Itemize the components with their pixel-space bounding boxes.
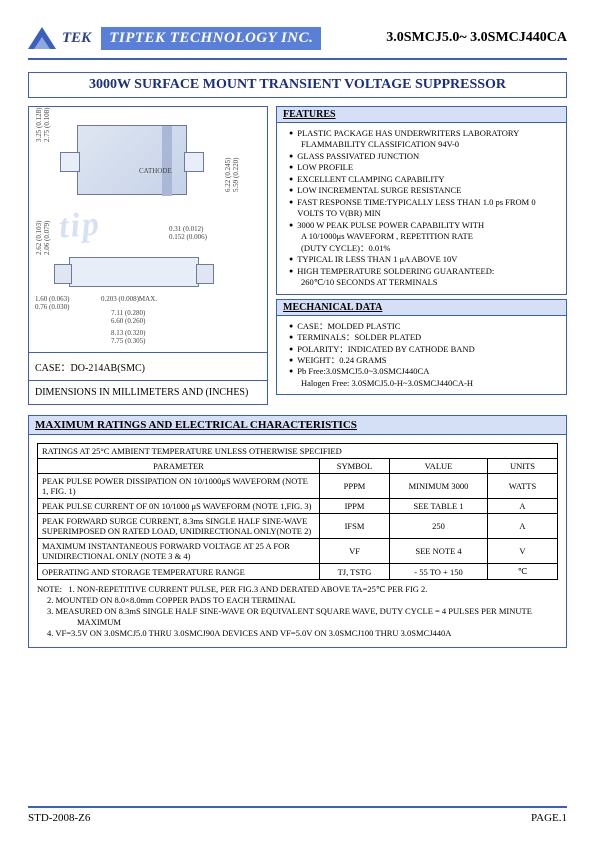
doc-std: STD-2008-Z6: [28, 812, 90, 824]
feature-item: HIGH TEMPERATURE SOLDERING GUARANTEED:: [289, 266, 558, 277]
cell-value: MINIMUM 3000: [390, 474, 488, 499]
cell-value: SEE NOTE 4: [390, 539, 488, 564]
table-row: PEAK PULSE POWER DISSIPATION ON 10/1000μ…: [38, 474, 558, 499]
cell-symbol: PPPM: [320, 474, 390, 499]
table-row: OPERATING AND STORAGE TEMPERATURE RANGE …: [38, 564, 558, 580]
cell-param: PEAK PULSE CURRENT OF 0N 10/1000 μS WAVE…: [38, 499, 320, 514]
package-diagram-box: tip 3.25 (0.128) 2.75 (0.108) 6.22 (0.24…: [28, 106, 268, 405]
note-line: 2. MOUNTED ON 8.0×8.0mm COPPER PADS TO E…: [77, 595, 558, 606]
logo-triangle-icon: [28, 27, 56, 49]
feature-item: PLASTIC PACKAGE HAS UNDERWRITERS LABORAT…: [289, 128, 558, 139]
package-top-view: [77, 125, 187, 195]
dim-total-w: 8.13 (0.320) 7.75 (0.305): [111, 329, 145, 345]
notes-block: NOTE: 1. NON-REPETITIVE CURRENT PULSE, P…: [37, 584, 558, 639]
cell-units: ℃: [488, 564, 558, 580]
col-symbol: SYMBOL: [320, 459, 390, 474]
table-row: MAXIMUM INSTANTANEOUS FORWARD VOLTAGE AT…: [38, 539, 558, 564]
mech-item: TERMINALS：SOLDER PLATED: [289, 332, 558, 343]
dim-body-h: 2.62 (0.103) 2.06 (0.079): [35, 221, 51, 255]
specs-column: FEATURES PLASTIC PACKAGE HAS UNDERWRITER…: [276, 106, 567, 405]
company-logo: TEK TIPTEK TECHNOLOGY INC.: [28, 27, 321, 50]
feature-subitem: A 10/1000μs WAVEFORM , REPETITION RATE: [301, 231, 558, 242]
mech-item: CASE：MOLDED PLASTIC: [289, 321, 558, 332]
dim-width: 6.22 (0.245) 5.59 (0.220): [224, 158, 240, 192]
cell-units: WATTS: [488, 474, 558, 499]
cathode-band: [162, 126, 172, 196]
col-units: UNITS: [488, 459, 558, 474]
cell-symbol: IPPM: [320, 499, 390, 514]
feature-item: LOW PROFILE: [289, 162, 558, 173]
cell-value: 250: [390, 514, 488, 539]
note-line: 4. VF=3.5V ON 3.0SMCJ5.0 THRU 3.0SMCJ90A…: [77, 628, 558, 639]
watermark-text: tip: [57, 205, 102, 247]
table-row: PEAK PULSE CURRENT OF 0N 10/1000 μS WAVE…: [38, 499, 558, 514]
note-line: NOTE: 1. NON-REPETITIVE CURRENT PULSE, P…: [77, 584, 558, 595]
page-number: PAGE.1: [531, 812, 567, 824]
ratings-heading: MAXIMUM RATINGS AND ELECTRICAL CHARACTER…: [28, 415, 567, 435]
cell-param: PEAK FORWARD SURGE CURRENT, 8.3ms SINGLE…: [38, 514, 320, 539]
dimensions-label: DIMENSIONS IN MILLIMETERS AND (INCHES): [29, 380, 267, 404]
case-label: CASE：DO-214AB(SMC): [29, 352, 267, 380]
features-list: PLASTIC PACKAGE HAS UNDERWRITERS LABORAT…: [276, 123, 567, 295]
dim-body-w: 7.11 (0.280) 6.60 (0.260): [111, 309, 145, 325]
ratings-caption: RATINGS AT 25°C AMBIENT TEMPERATURE UNLE…: [38, 444, 558, 459]
page-header: TEK TIPTEK TECHNOLOGY INC. 3.0SMCJ5.0~ 3…: [28, 20, 567, 56]
page-title: 3000W SURFACE MOUNT TRANSIENT VOLTAGE SU…: [28, 72, 567, 98]
package-side-view: [69, 257, 199, 287]
dim-lead-t: 0.31 (0.012) 0.152 (0.006): [169, 225, 207, 241]
feature-subitem: FLAMMABILITY CLASSIFICATION 94V-0: [301, 139, 558, 150]
note-line: 3. MEASURED ON 8.3mS SINGLE HALF SINE-WA…: [77, 606, 558, 628]
feature-item: LOW INCREMENTAL SURGE RESISTANCE: [289, 185, 558, 196]
feature-item: 3000 W PEAK PULSE POWER CAPABILITY WITH: [289, 220, 558, 231]
logo-brand: TEK: [62, 30, 91, 47]
ratings-table: RATINGS AT 25°C AMBIENT TEMPERATURE UNLE…: [37, 443, 558, 580]
features-heading: FEATURES: [276, 106, 567, 123]
feature-item: EXCELLENT CLAMPING CAPABILITY: [289, 174, 558, 185]
cell-param: PEAK PULSE POWER DISSIPATION ON 10/1000μ…: [38, 474, 320, 499]
feature-item: FAST RESPONSE TIME:TYPICALLY LESS THAN 1…: [289, 197, 558, 220]
package-diagram: tip 3.25 (0.128) 2.75 (0.108) 6.22 (0.24…: [29, 107, 267, 352]
feature-item: GLASS PASSIVATED JUNCTION: [289, 151, 558, 162]
cell-symbol: TJ, TSTG: [320, 564, 390, 580]
table-row: PEAK FORWARD SURGE CURRENT, 8.3ms SINGLE…: [38, 514, 558, 539]
mech-item: WEIGHT：0.24 GRAMS: [289, 355, 558, 366]
cell-symbol: VF: [320, 539, 390, 564]
feature-subitem: (DUTY CYCLE)：0.01%: [301, 243, 558, 254]
cell-units: V: [488, 539, 558, 564]
cell-param: MAXIMUM INSTANTANEOUS FORWARD VOLTAGE AT…: [38, 539, 320, 564]
dim-lead-h: 1.60 (0.063) 0.76 (0.030): [35, 295, 69, 311]
part-number-range: 3.0SMCJ5.0~ 3.0SMCJ440CA: [386, 30, 567, 46]
upper-section: tip 3.25 (0.128) 2.75 (0.108) 6.22 (0.24…: [28, 106, 567, 405]
cell-value: - 55 TO + 150: [390, 564, 488, 580]
dim-height: 3.25 (0.128) 2.75 (0.108): [35, 108, 51, 142]
mechanical-heading: MECHANICAL DATA: [276, 299, 567, 316]
feature-item: TYPICAL IR LESS THAN 1 μA ABOVE 10V: [289, 254, 558, 265]
cell-value: SEE TABLE 1: [390, 499, 488, 514]
company-name: TIPTEK TECHNOLOGY INC.: [101, 27, 321, 50]
cell-units: A: [488, 499, 558, 514]
header-rule: [28, 58, 567, 60]
cell-param: OPERATING AND STORAGE TEMPERATURE RANGE: [38, 564, 320, 580]
dim-standoff: 0.203 (0.008)MAX.: [101, 295, 157, 303]
mech-item: POLARITY：INDICATED BY CATHODE BAND: [289, 344, 558, 355]
col-parameter: PARAMETER: [38, 459, 320, 474]
cell-units: A: [488, 514, 558, 539]
mech-item: Pb Free:3.0SMCJ5.0~3.0SMCJ440CA: [289, 366, 558, 377]
page-footer: STD-2008-Z6 PAGE.1: [28, 806, 567, 824]
ratings-wrapper: RATINGS AT 25°C AMBIENT TEMPERATURE UNLE…: [28, 435, 567, 648]
mechanical-list: CASE：MOLDED PLASTIC TERMINALS：SOLDER PLA…: [276, 316, 567, 396]
col-value: VALUE: [390, 459, 488, 474]
cathode-label: CATHODE: [139, 167, 172, 175]
mech-subitem: Halogen Free: 3.0SMCJ5.0-H~3.0SMCJ440CA-…: [301, 378, 558, 389]
cell-symbol: IFSM: [320, 514, 390, 539]
feature-subitem: 260℃/10 SECONDS AT TERMINALS: [301, 277, 558, 288]
table-header-row: PARAMETER SYMBOL VALUE UNITS: [38, 459, 558, 474]
